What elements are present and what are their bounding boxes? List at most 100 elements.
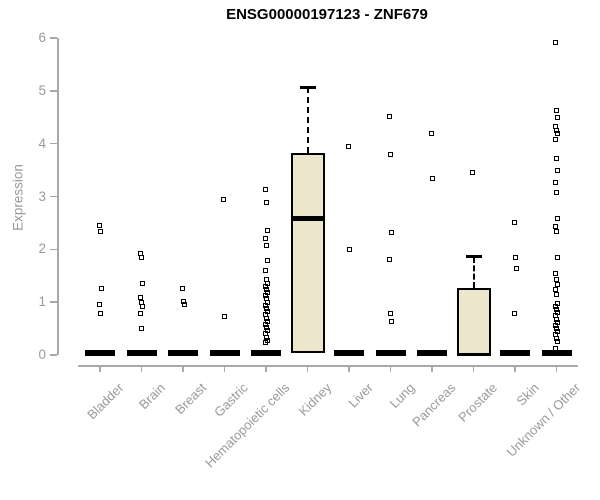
outlier-point bbox=[554, 291, 559, 297]
outlier-point bbox=[554, 229, 559, 235]
y-axis-tick bbox=[50, 354, 57, 356]
outlier-point bbox=[389, 229, 394, 235]
outlier-point bbox=[553, 286, 558, 292]
y-tick-label: 3 bbox=[38, 188, 46, 204]
y-tick-label: 4 bbox=[38, 135, 46, 151]
flat-box-at-zero bbox=[251, 350, 281, 356]
outlier-point bbox=[554, 155, 559, 161]
outlier-point bbox=[554, 307, 559, 313]
outlier-point bbox=[262, 293, 268, 299]
flat-box-at-zero bbox=[500, 350, 530, 356]
outlier-point bbox=[555, 254, 560, 260]
outlier-point bbox=[555, 114, 560, 120]
x-category-label: Breast bbox=[172, 380, 210, 418]
outlier-point bbox=[555, 338, 560, 344]
outlier-point bbox=[554, 316, 559, 322]
outlier-point bbox=[554, 127, 559, 133]
y-tick-label: 1 bbox=[38, 294, 46, 310]
x-axis-tick bbox=[348, 365, 350, 372]
x-axis-tick bbox=[306, 365, 309, 372]
outlier-point bbox=[554, 335, 559, 341]
x-axis-line bbox=[78, 365, 578, 367]
x-category-label: Prostate bbox=[455, 380, 501, 425]
y-axis-line bbox=[57, 38, 59, 355]
flat-box-at-zero bbox=[85, 350, 115, 356]
y-axis-tick bbox=[50, 195, 57, 198]
outlier-point bbox=[553, 136, 558, 142]
outlier-point bbox=[513, 265, 519, 271]
y-axis-tick bbox=[50, 248, 57, 251]
outlier-point bbox=[388, 151, 393, 157]
x-category-label: Liver bbox=[345, 380, 376, 411]
flat-box-at-zero bbox=[375, 350, 406, 356]
x-axis-tick bbox=[140, 365, 143, 372]
outlier-point bbox=[263, 325, 269, 331]
outlier-point bbox=[345, 144, 351, 150]
outlier-point bbox=[262, 235, 268, 241]
y-tick-label: 5 bbox=[38, 82, 46, 98]
outlier-point bbox=[262, 312, 268, 318]
outlier-point bbox=[262, 331, 268, 337]
outlier-point bbox=[140, 281, 145, 287]
outlier-point bbox=[263, 277, 269, 283]
outlier-point bbox=[553, 40, 558, 46]
outlier-point bbox=[262, 283, 268, 289]
y-tick-label: 0 bbox=[38, 347, 46, 362]
y-axis-tick bbox=[50, 301, 57, 303]
y-axis-tick bbox=[50, 37, 57, 39]
outlier-point bbox=[553, 332, 558, 338]
whisker-cap bbox=[299, 85, 316, 89]
outlier-point bbox=[555, 131, 560, 137]
x-axis-tick bbox=[514, 365, 516, 372]
outlier-point bbox=[554, 276, 559, 282]
outlier-point bbox=[262, 340, 268, 346]
upper-whisker bbox=[306, 87, 309, 154]
outlier-point bbox=[263, 306, 269, 311]
x-axis-tick bbox=[182, 365, 184, 372]
outlier-point bbox=[98, 285, 104, 291]
flat-box-at-zero bbox=[209, 350, 240, 356]
upper-whisker bbox=[472, 256, 475, 289]
outlier-point bbox=[389, 319, 394, 325]
outlier-point bbox=[388, 310, 393, 316]
x-category-label: Pancreas bbox=[409, 380, 459, 430]
outlier-point bbox=[387, 114, 392, 120]
x-category-label: Kidney bbox=[295, 380, 335, 419]
outlier-point bbox=[262, 321, 268, 327]
outlier-point bbox=[511, 310, 517, 316]
flat-box-at-zero bbox=[541, 350, 572, 356]
boxplot-median bbox=[290, 216, 325, 222]
x-category-label: Brain bbox=[136, 380, 169, 413]
outlier-point bbox=[511, 219, 517, 225]
outlier-point bbox=[140, 303, 145, 309]
outlier-point bbox=[264, 257, 270, 263]
outlier-point bbox=[553, 322, 558, 328]
boxplot-box bbox=[456, 288, 491, 355]
outlier-point bbox=[554, 189, 559, 195]
flat-box-at-zero bbox=[417, 350, 447, 356]
outlier-point bbox=[181, 302, 187, 308]
x-category-label: Skin bbox=[513, 380, 542, 409]
y-tick-label: 2 bbox=[38, 241, 46, 257]
outlier-point bbox=[554, 326, 559, 332]
x-category-label: Gastric bbox=[211, 380, 252, 420]
outlier-point bbox=[470, 170, 475, 176]
y-axis-tick bbox=[50, 142, 57, 145]
x-category-label: Unknown / Other bbox=[503, 380, 584, 460]
outlier-point bbox=[263, 296, 269, 302]
outlier-point bbox=[553, 345, 558, 351]
outlier-point bbox=[553, 303, 558, 309]
outlier-point bbox=[553, 224, 558, 230]
outlier-point bbox=[555, 168, 560, 174]
outlier-point bbox=[263, 242, 269, 248]
outlier-point bbox=[264, 227, 270, 233]
x-category-label: Bladder bbox=[84, 380, 127, 423]
outlier-point bbox=[221, 197, 226, 203]
outlier-point bbox=[429, 176, 435, 182]
outlier-point bbox=[138, 311, 143, 317]
outlier-point bbox=[553, 313, 558, 319]
flat-box-at-zero bbox=[334, 350, 364, 356]
x-axis-tick bbox=[389, 365, 392, 372]
outlier-point bbox=[555, 216, 560, 222]
